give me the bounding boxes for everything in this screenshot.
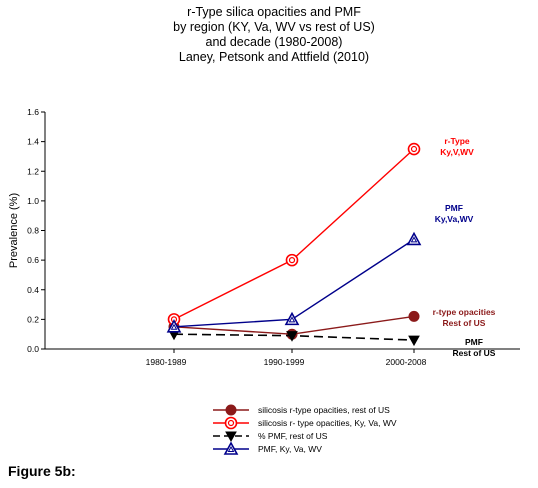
legend-entry: % PMF, rest of US: [213, 431, 328, 443]
legend-marker: [225, 404, 237, 416]
y-tick-label: 1.4: [27, 137, 39, 147]
series-annotation: Ky,V,WV: [440, 147, 474, 157]
marker-outer-triangle: [166, 319, 182, 333]
data-point: [285, 253, 299, 267]
legend-label: silicosis r- type opacities, Ky, Va, WV: [258, 418, 397, 428]
series-3: [168, 329, 420, 347]
x-tick-label: 1990-1999: [264, 357, 305, 367]
y-tick-label: 0.4: [27, 285, 39, 295]
legend-label: silicosis r-type opacities, rest of US: [258, 405, 390, 415]
chart-title-line-1: r-Type silica opacities and PMF: [187, 5, 361, 19]
chart-title-line-2: by region (KY, Va, WV vs rest of US): [173, 20, 375, 34]
series-line: [173, 148, 415, 321]
marker-inner-ring: [288, 257, 296, 264]
y-tick-label: 0.6: [27, 255, 39, 265]
chart-title-line-3: and decade (1980-2008): [205, 35, 343, 49]
chart-title-line-4: Laney, Petsonk and Attfield (2010): [178, 50, 370, 64]
axes: 0.0 0.2 0.4 0.6 0.8 1.0 1.2 1.4 1.6 Prevalence (%…: [8, 107, 520, 367]
y-tick-label: 0.8: [27, 226, 39, 236]
marker-inner-triangle: [288, 316, 296, 323]
legend-marker: [225, 431, 237, 443]
legend-label: PMF, Ky, Va, WV: [258, 444, 322, 454]
legend-entry: silicosis r- type opacities, Ky, Va, WV: [213, 416, 397, 430]
marker-outer-triangle: [406, 231, 422, 246]
series-annotation: Rest of US: [443, 318, 486, 328]
marker-outer-ring: [407, 142, 421, 156]
marker-inner-ring: [227, 419, 235, 427]
y-tick-label: 0.0: [27, 344, 39, 354]
x-tick-label: 2000-2008: [386, 357, 427, 367]
legend-marker: [224, 416, 238, 430]
series-2: [167, 142, 421, 326]
series-layer: [166, 142, 422, 347]
series-annotation: r-type opacities: [433, 307, 496, 317]
y-tick-label: 0.2: [27, 314, 39, 324]
marker-inner-triangle: [410, 236, 418, 243]
legend-marker: [223, 441, 239, 455]
data-point: [284, 311, 300, 326]
legend-entry: silicosis r-type opacities, rest of US: [213, 404, 390, 416]
data-point: [166, 319, 182, 333]
y-tick-label: 1.6: [27, 107, 39, 117]
chart-title: r-Type silica opacities and PMF by regio…: [0, 5, 538, 65]
y-tick-label: 1.2: [27, 166, 39, 176]
data-point: [407, 142, 421, 156]
marker-outer-triangle: [223, 441, 239, 455]
series-annotation: Ky,Va,WV: [435, 214, 474, 224]
figure-label: Figure 5b:: [8, 463, 76, 479]
marker-inner-triangle: [227, 445, 235, 452]
series-line: [173, 238, 415, 328]
y-axis-label: Prevalence (%): [8, 193, 20, 268]
marker-outer-ring: [285, 253, 299, 267]
marker-inner-ring: [410, 145, 418, 153]
series-annotation: PMF: [445, 203, 463, 213]
marker-outer-triangle: [284, 311, 300, 326]
data-point: [408, 335, 420, 347]
series-4: [166, 231, 422, 333]
series-annotation: PMF: [465, 337, 483, 347]
x-tick-label: 1980-1989: [146, 357, 187, 367]
legend-label: % PMF, rest of US: [258, 431, 328, 441]
data-point: [408, 310, 420, 322]
marker-outer-ring: [224, 416, 238, 430]
series-annotation: Rest of US: [453, 348, 496, 358]
data-point: [406, 231, 422, 246]
y-tick-label: 1.0: [27, 196, 39, 206]
series-annotation: r-Type: [444, 136, 470, 146]
legend-entry: PMF, Ky, Va, WV: [213, 441, 322, 455]
data-point: [286, 331, 298, 342]
marker-inner-triangle: [170, 323, 178, 330]
legend: silicosis r-type opacities, rest of US si…: [213, 404, 397, 455]
